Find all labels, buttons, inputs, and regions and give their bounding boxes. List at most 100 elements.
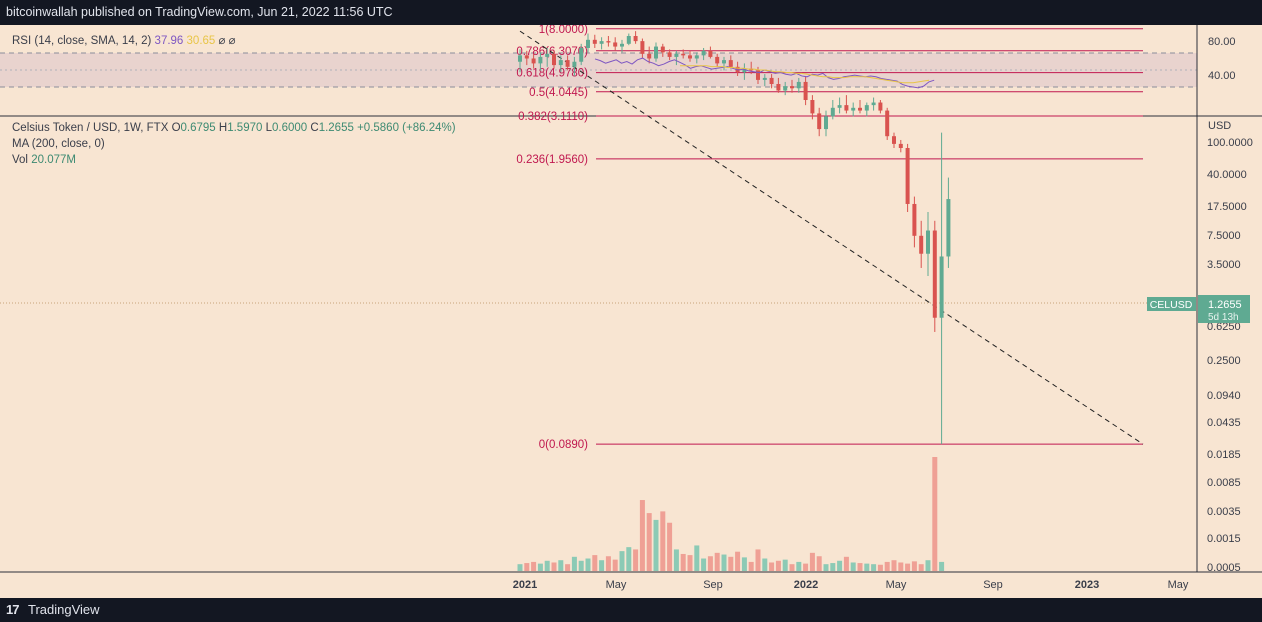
candle-body	[783, 86, 788, 91]
chart-svg[interactable]: 0(0.0890) 0.236(1.9560) 0.382(3.1110) 0.5(4…	[0, 25, 1262, 598]
publisher-bar: bitcoinwallah published on TradingView.c…	[0, 0, 1262, 25]
vol-label: Vol	[12, 154, 28, 166]
price-axis-tick: 100.0000	[1207, 137, 1253, 149]
candle-body	[552, 53, 556, 66]
volume-bar	[565, 564, 571, 571]
volume-bar	[796, 561, 802, 571]
volume-bar	[578, 560, 584, 571]
candle-body	[579, 47, 584, 62]
vol-legend: Vol 20.077M	[12, 154, 76, 166]
volume-bar	[660, 511, 666, 571]
volume-bar	[843, 556, 849, 571]
volume-bar	[531, 561, 537, 571]
volume-bar	[544, 560, 550, 571]
ma-legend: MA (200, close, 0)	[12, 138, 105, 150]
rsi-legend: RSI (14, close, SMA, 14, 2) 37.96 30.65 …	[12, 33, 236, 47]
volume-bar	[585, 558, 591, 571]
candle-body	[531, 58, 536, 64]
volume-bar	[571, 556, 577, 571]
volume-bar	[551, 562, 557, 571]
volume-bar	[653, 519, 659, 571]
price-axis-tick: 0.0005	[1207, 562, 1241, 574]
candle-body	[538, 56, 543, 64]
main-legend: Celsius Token / USD, 1W, FTX O0.6795 H1.…	[12, 122, 456, 134]
volume-bar	[741, 557, 747, 571]
rsi-value: 37.96	[154, 35, 184, 47]
candle-body	[830, 107, 835, 117]
candle-body	[715, 56, 720, 64]
candle-body	[776, 84, 781, 91]
candle-body	[762, 77, 767, 80]
ma-label: MA (200, close, 0)	[12, 138, 105, 150]
candle-body	[742, 68, 747, 73]
trend-line	[519, 30, 1144, 445]
volume-bar	[707, 556, 713, 571]
candle-body	[647, 53, 652, 59]
fib-label-0.236: 0.236(1.9560)	[516, 154, 588, 166]
candle-body	[851, 107, 856, 111]
candle-body	[667, 52, 672, 57]
time-axis-tick: May	[1168, 579, 1189, 591]
volume-bar	[857, 563, 863, 571]
candle-body	[688, 55, 692, 59]
countdown-tag: 5d 13h	[1208, 312, 1239, 323]
candle-body	[640, 41, 645, 54]
candle-body	[728, 60, 733, 67]
candle-body	[599, 41, 604, 44]
candle-body	[626, 36, 631, 44]
time-axis-tick: May	[886, 579, 907, 591]
candle-body	[606, 41, 611, 43]
volume-bar	[694, 545, 700, 571]
chart-area[interactable]: 0(0.0890) 0.236(1.9560) 0.382(3.1110) 0.5(4…	[0, 25, 1262, 598]
volume-bar	[646, 513, 652, 571]
rsi-axis-tick: 40.00	[1208, 70, 1236, 82]
candle-body	[817, 113, 822, 130]
price-axis-tick: 0.0035	[1207, 506, 1241, 518]
price-axis-tick: 3.5000	[1207, 259, 1241, 271]
fib-label-0.5: 0.5(4.0445)	[529, 87, 588, 99]
candle-body	[946, 199, 951, 257]
candle-body	[565, 60, 570, 67]
candle-body	[898, 143, 903, 149]
volume-bar	[626, 547, 632, 571]
price-axis-tick: 0.0435	[1207, 417, 1241, 429]
candle-body	[592, 39, 597, 44]
candle-body	[905, 148, 910, 204]
volume-bar	[789, 564, 795, 571]
candle-body	[620, 43, 624, 47]
ohlc-values: O0.6795 H1.5970 L0.6000 C1.2655	[172, 122, 354, 134]
volume-bar	[877, 564, 883, 571]
symbol-tag: CELUSD	[1150, 299, 1193, 311]
candle-body	[708, 50, 713, 57]
tradingview-logo-icon: 17	[6, 602, 20, 617]
rsi-options-icon[interactable]: ⌀ ⌀	[218, 35, 236, 47]
volume-bar	[673, 549, 679, 571]
candle-body	[912, 203, 917, 236]
rsi-sma-value: 30.65	[186, 35, 216, 47]
rsi-sma-line	[680, 65, 930, 84]
candle-body	[756, 70, 760, 80]
volume-bar	[871, 564, 877, 571]
candle-body	[919, 235, 924, 254]
volume-bar	[755, 549, 761, 571]
ohlc-l: L0.6000	[262, 122, 308, 134]
volume-bar	[864, 563, 870, 571]
volume-bar	[735, 551, 741, 571]
time-axis-tick: 2022	[794, 579, 818, 591]
candle-body	[864, 105, 869, 111]
volume-bar	[769, 562, 775, 571]
time-axis-tick: May	[606, 579, 627, 591]
volume-bar	[599, 560, 605, 571]
volume-bar	[782, 559, 788, 571]
volume-bar	[775, 560, 781, 571]
volume-bar	[762, 558, 768, 571]
volume-bar	[639, 500, 645, 571]
candle-body	[660, 46, 665, 53]
candle-body	[558, 60, 563, 66]
volume-bar	[517, 564, 523, 571]
symbol-title: Celsius Token / USD, 1W, FTX	[12, 122, 169, 134]
volume-bar	[714, 552, 720, 571]
ohlc-c: C1.2655	[307, 122, 354, 134]
tradingview-brand: TradingView	[28, 602, 100, 617]
candle-body	[803, 81, 808, 101]
